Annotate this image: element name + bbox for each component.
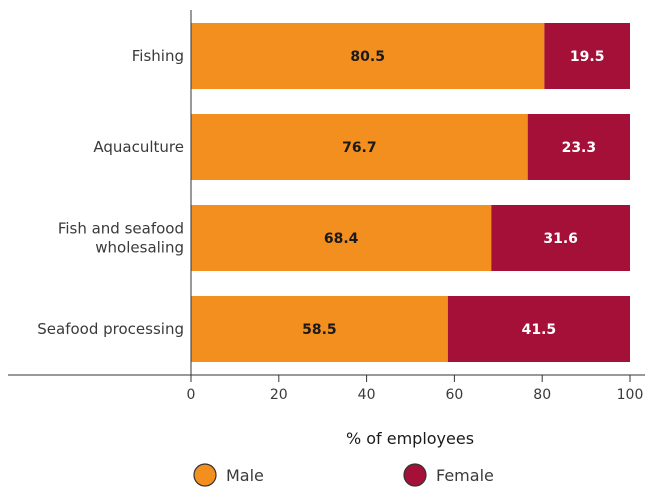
x-tick-label-4: 80 (533, 387, 551, 403)
category-label-3: Seafood processing (37, 320, 184, 338)
category-labels: Fishing Aquaculture Fish and seafood wholes… (37, 47, 184, 338)
data-label-female-2: 31.6 (543, 231, 578, 247)
data-label-male-1: 76.7 (342, 140, 377, 156)
data-label-female-0: 19.5 (570, 49, 605, 65)
data-label-female-3: 41.5 (522, 322, 557, 338)
category-label-1: Aquaculture (93, 138, 184, 156)
category-label-2: Fish and seafood wholesaling (58, 220, 184, 257)
x-tick-label-2: 40 (358, 387, 376, 403)
bar-male-1 (191, 114, 528, 180)
x-axis: 0 20 40 60 80 100 (8, 10, 645, 403)
bar-female-2 (491, 205, 630, 271)
legend-swatch-female (403, 463, 427, 487)
bar-male-0 (191, 23, 545, 89)
data-label-male-0: 80.5 (350, 49, 385, 65)
legend-label-female: Female (436, 466, 494, 485)
x-tick-label-0: 0 (187, 387, 196, 403)
bar-male-2 (191, 205, 492, 271)
bars-group: 80.5 19.5 76.7 23.3 68.4 31.6 58.5 41.5 (191, 23, 630, 362)
x-tick-label-3: 60 (445, 387, 463, 403)
bar-female-1 (527, 114, 630, 180)
bar-female-0 (544, 23, 630, 89)
category-label-0: Fishing (132, 47, 184, 65)
legend-swatch-male (193, 463, 217, 487)
data-label-male-2: 68.4 (324, 231, 359, 247)
data-label-female-1: 23.3 (562, 140, 597, 156)
x-tick-label-1: 20 (270, 387, 288, 403)
legend-label-male: Male (226, 466, 264, 485)
x-axis-title: % of employees (346, 429, 474, 448)
bar-female-3 (447, 296, 630, 362)
data-label-male-3: 58.5 (302, 322, 337, 338)
legend: Male Female (193, 463, 494, 487)
x-tick-label-5: 100 (617, 387, 644, 403)
bar-male-3 (191, 296, 448, 362)
